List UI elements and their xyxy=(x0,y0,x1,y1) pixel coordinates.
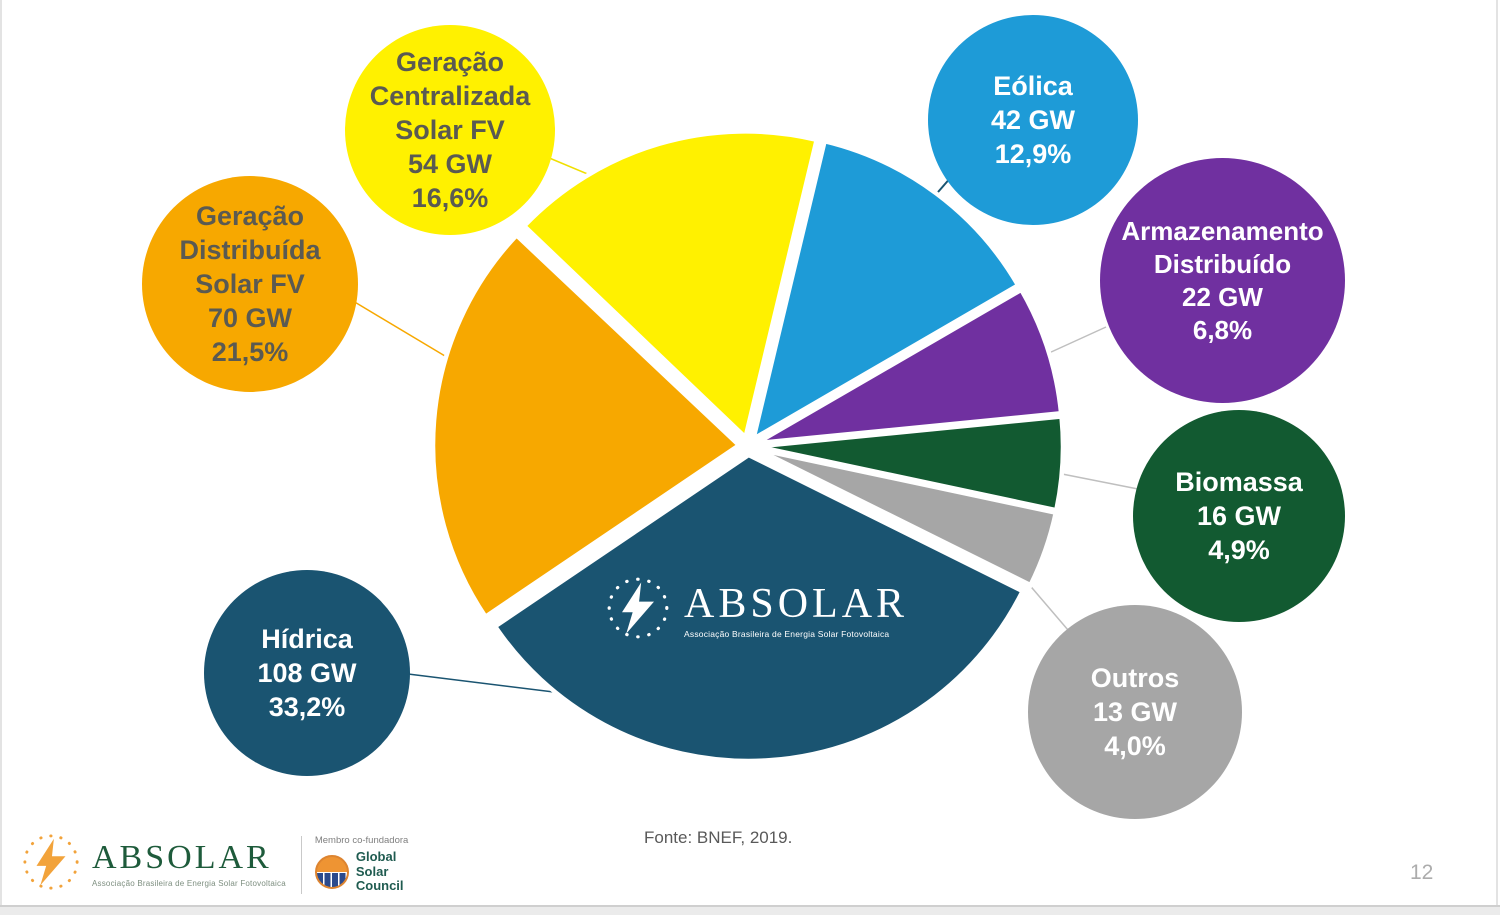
callout-label: Geração Distribuída Solar FV 70 GW 21,5% xyxy=(179,201,321,367)
pie-slice-1 xyxy=(749,138,1022,444)
absolar-tagline: Associação Brasileira de Energia Solar F… xyxy=(684,628,890,639)
connector-line-distribuida xyxy=(347,297,456,363)
callout-label: Armazenamento Distribuído 22 GW 6,8% xyxy=(1121,215,1324,345)
page-number: 12 xyxy=(1410,861,1434,884)
viewer-bottom-band xyxy=(0,907,1500,915)
membership-label: Membro co-fundadora xyxy=(314,834,409,846)
callout-geracao-distribuida-solar-fv: Geração Distribuída Solar FV 70 GW 21,5% xyxy=(142,176,358,392)
callout-label: Eólica 42 GW 12,9% xyxy=(990,71,1076,169)
global-solar-council-name: Global Solar Council xyxy=(355,848,404,894)
pie-slice-5 xyxy=(491,452,1026,764)
connector-line-hidrica xyxy=(399,672,571,695)
pie-slice-4 xyxy=(755,446,1059,589)
callout-biomassa: Biomassa 16 GW 4,9% xyxy=(1133,410,1345,622)
slide-right-edge xyxy=(1496,0,1498,906)
slide-bottom-edge xyxy=(0,905,1500,907)
pie-slices-group xyxy=(430,129,1066,764)
absolar-wordmark: ABSOLAR xyxy=(92,839,272,876)
callout-outros: Outros 13 GW 4,0% xyxy=(1028,605,1242,819)
callout-eolica: Eólica 42 GW 12,9% xyxy=(928,15,1138,225)
lightning-bolt-icon xyxy=(606,576,670,645)
callout-label: Geração Centralizada Solar FV 54 GW 16,6… xyxy=(369,47,531,213)
source-note: Fonte: BNEF, 2019. xyxy=(644,828,793,847)
membership-block: Membro co-fundadora Global Solar Council xyxy=(314,834,409,895)
pie-slice-2 xyxy=(755,286,1064,446)
pie-slice-3 xyxy=(756,414,1066,513)
callout-label: Biomassa 16 GW 4,9% xyxy=(1175,467,1303,565)
slide-left-edge xyxy=(0,0,2,906)
footer-divider xyxy=(300,835,302,894)
footer-brand-bar: ABSOLAR Associação Brasileira de Energia… xyxy=(22,833,408,896)
callout-hidrica: Hídrica 108 GW 33,2% xyxy=(204,570,410,776)
absolar-watermark-logo: ABSOLAR Associação Brasileira de Energia… xyxy=(606,576,908,645)
global-solar-council-icon xyxy=(314,855,349,889)
callout-armazenamento-distribuido: Armazenamento Distribuído 22 GW 6,8% xyxy=(1100,158,1345,403)
pie-slice-0 xyxy=(521,129,820,442)
pie-slice-6 xyxy=(430,232,743,620)
absolar-tagline: Associação Brasileira de Energia Solar F… xyxy=(92,879,286,888)
absolar-wordmark: ABSOLAR xyxy=(684,580,909,627)
callout-geracao-centralizada-solar-fv: Geração Centralizada Solar FV 54 GW 16,6… xyxy=(345,25,555,235)
callout-label: Outros 13 GW 4,0% xyxy=(1090,663,1180,761)
callout-label: Hídrica 108 GW 33,2% xyxy=(257,624,357,722)
connector-line-biomassa xyxy=(1051,471,1139,490)
lightning-bolt-icon xyxy=(22,833,80,896)
